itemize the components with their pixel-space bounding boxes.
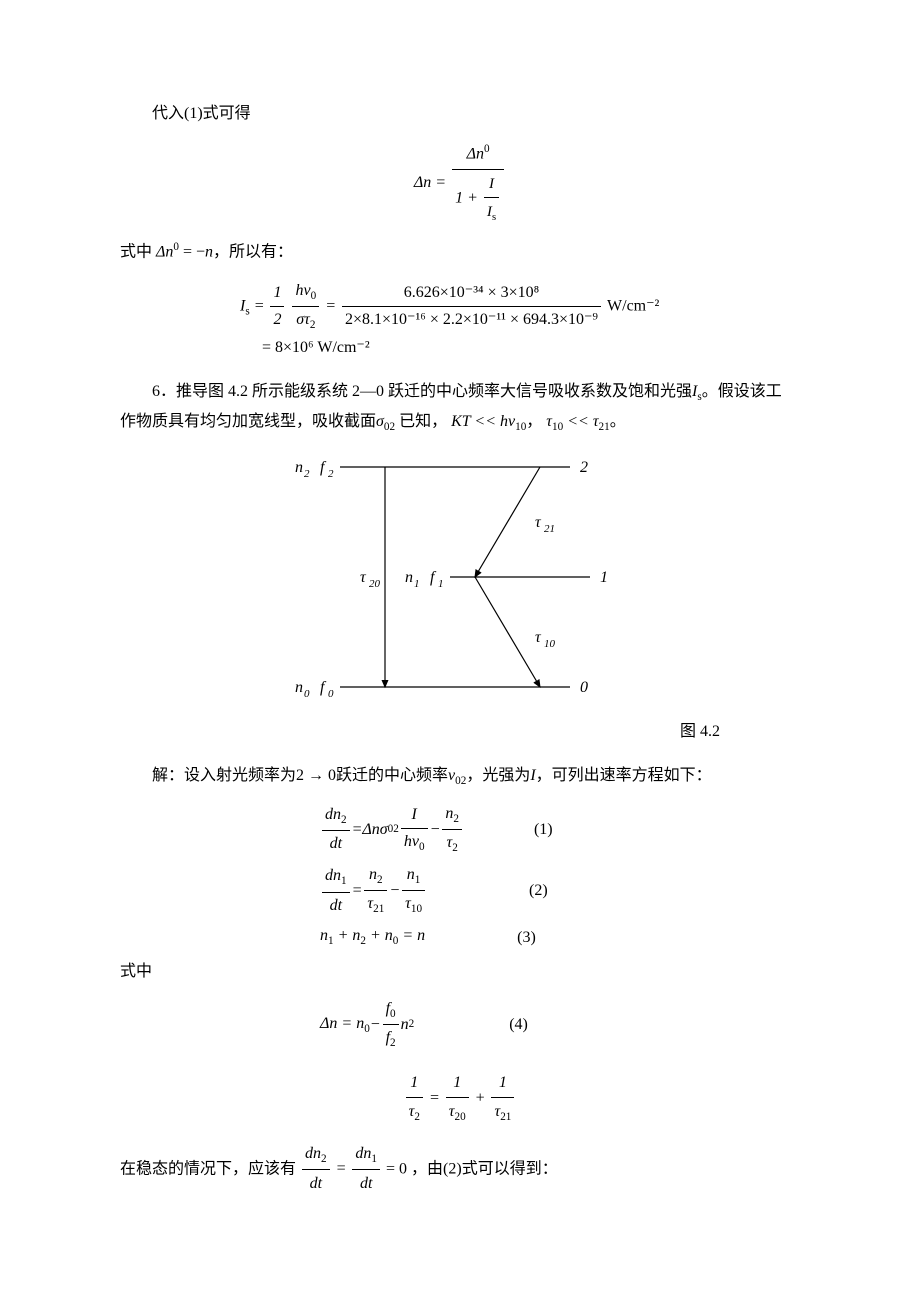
svg-text:τ: τ <box>360 569 367 586</box>
rate-equations: dn2dt = Δnσ02 Ihν0 − n2τ2 (1) dn1dt = n2… <box>320 801 800 952</box>
svg-text:n: n <box>295 459 303 476</box>
svg-text:0: 0 <box>304 688 310 700</box>
svg-text:τ: τ <box>535 629 542 646</box>
svg-text:2: 2 <box>328 468 334 480</box>
svg-text:2: 2 <box>580 459 588 476</box>
equation-tau2: 1τ2 = 1τ20 + 1τ21 <box>120 1069 800 1128</box>
energy-level-diagram: 2n2f21n1f10n0f0τ20τ21τ10 <box>120 447 800 718</box>
svg-text:f: f <box>430 569 437 586</box>
svg-text:0: 0 <box>328 688 334 700</box>
problem-6-line2: 作物质具有均匀加宽线型，吸收截面σ02 已知， KT << hν10， τ10 … <box>120 408 800 437</box>
svg-text:n: n <box>295 679 303 696</box>
equation-Is: Is = 12 hν0στ2 = 6.626×10⁻³⁴ × 3×10⁸ 2×8… <box>240 278 800 361</box>
svg-text:f: f <box>320 459 327 476</box>
line-deltaN0: 式中 Δn0 = −n，所以有： <box>120 237 800 267</box>
solution-intro: 解：设入射光频率为2 → 0跃迁的中心频率ν02，光强为I，可列出速率方程如下： <box>120 762 800 791</box>
shizhong: 式中 <box>120 958 800 987</box>
svg-text:f: f <box>320 679 327 696</box>
svg-text:0: 0 <box>580 679 588 696</box>
svg-text:n: n <box>405 569 413 586</box>
svg-text:1: 1 <box>414 578 420 590</box>
steady-state-line: 在稳态的情况下，应该有 dn2dt = dn1dt = 0 ，由(2)式可以得到… <box>120 1140 800 1199</box>
equation-4: Δn = n0 − f0f2 n2 (4) <box>320 996 800 1053</box>
svg-text:21: 21 <box>544 523 555 535</box>
problem-6: 6．推导图 4.2 所示能级系统 2—0 跃迁的中心频率大信号吸收系数及饱和光强… <box>120 378 800 407</box>
equation-deltaN: Δn = Δn0 1 + IIs <box>120 139 800 228</box>
svg-text:20: 20 <box>369 578 381 590</box>
svg-text:10: 10 <box>544 638 556 650</box>
svg-text:1: 1 <box>600 569 608 586</box>
intro-text: 代入(1)式可得 <box>120 100 800 129</box>
svg-text:τ: τ <box>535 514 542 531</box>
svg-text:1: 1 <box>438 578 444 590</box>
figure-caption: 图 4.2 <box>120 718 800 747</box>
svg-text:2: 2 <box>304 468 310 480</box>
